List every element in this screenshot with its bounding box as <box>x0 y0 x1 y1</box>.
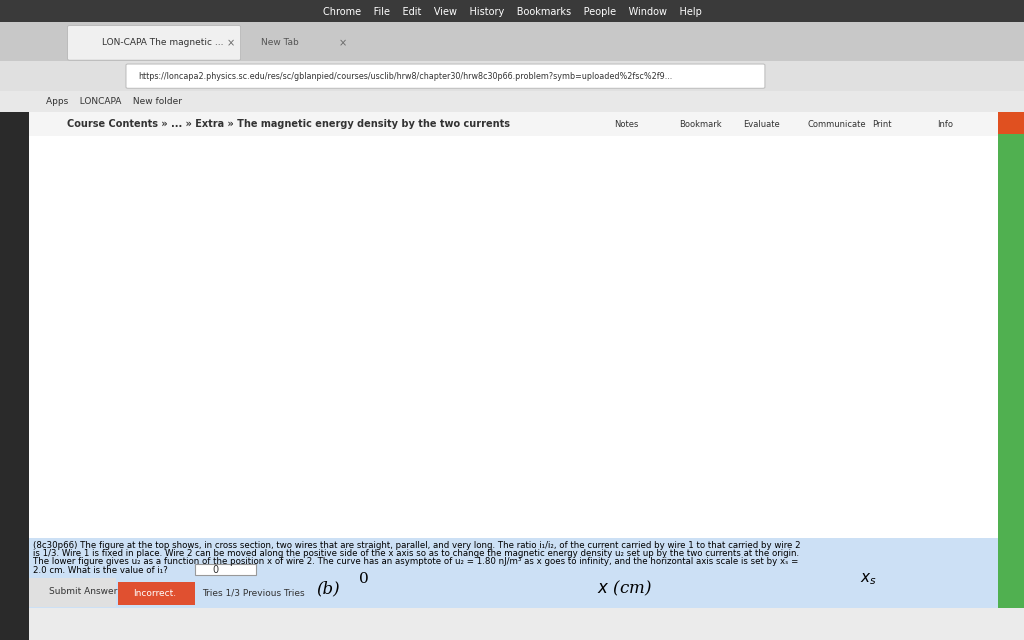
Text: https://loncapa2.physics.sc.edu/res/sc/gblanpied/courses/usclib/hrw8/chapter30/h: https://loncapa2.physics.sc.edu/res/sc/g… <box>138 72 673 81</box>
Text: Notes: Notes <box>614 120 639 129</box>
Text: Apps    LONCAPA    New folder: Apps LONCAPA New folder <box>46 97 182 106</box>
Text: The lower figure gives u₂ as a function of the position x of wire 2. The curve h: The lower figure gives u₂ as a function … <box>33 557 798 566</box>
Text: Course Contents » ... » Extra » The magnetic energy density by the two currents: Course Contents » ... » Extra » The magn… <box>67 119 510 129</box>
Text: ×: × <box>339 38 347 48</box>
Text: $y$: $y$ <box>478 129 492 147</box>
Text: Communicate: Communicate <box>808 120 866 129</box>
Text: 1: 1 <box>370 203 381 221</box>
Text: Bookmark: Bookmark <box>679 120 722 129</box>
Circle shape <box>556 228 601 243</box>
Text: is 1/3. Wire 1 is fixed in place. Wire 2 can be moved along the positive side of: is 1/3. Wire 1 is fixed in place. Wire 2… <box>33 549 799 558</box>
Text: $x$ (cm): $x$ (cm) <box>597 579 652 598</box>
Text: Incorrect.: Incorrect. <box>133 589 176 598</box>
Text: Tries 1/3 Previous Tries: Tries 1/3 Previous Tries <box>202 589 304 598</box>
Text: (8c30p66) The figure at the top shows, in cross section, two wires that are stra: (8c30p66) The figure at the top shows, i… <box>33 541 801 550</box>
Y-axis label: $u_B\ \mathrm{(nJ/m^3)}$: $u_B\ \mathrm{(nJ/m^3)}$ <box>340 406 362 483</box>
Text: New Tab: New Tab <box>261 38 299 47</box>
Text: $x_s$: $x_s$ <box>860 572 877 587</box>
Text: $x$: $x$ <box>766 226 784 244</box>
Text: 2: 2 <box>573 203 585 221</box>
Text: 0: 0 <box>212 564 218 575</box>
Text: Evaluate: Evaluate <box>743 120 780 129</box>
Circle shape <box>353 228 398 243</box>
Text: Submit Answer: Submit Answer <box>49 588 118 596</box>
Text: Chrome    File    Edit    View    History    Bookmarks    People    Window    He: Chrome File Edit View History Bookmarks … <box>323 6 701 17</box>
Text: 0: 0 <box>358 572 369 586</box>
Text: (a): (a) <box>247 261 271 280</box>
Text: Print: Print <box>872 120 892 129</box>
Text: ×: × <box>226 38 234 48</box>
Text: 2.0 cm. What is the value of i₁?: 2.0 cm. What is the value of i₁? <box>33 566 168 575</box>
Text: (b): (b) <box>315 580 340 597</box>
Text: Info: Info <box>937 120 953 129</box>
Text: LON-CAPA The magnetic ...: LON-CAPA The magnetic ... <box>102 38 224 47</box>
